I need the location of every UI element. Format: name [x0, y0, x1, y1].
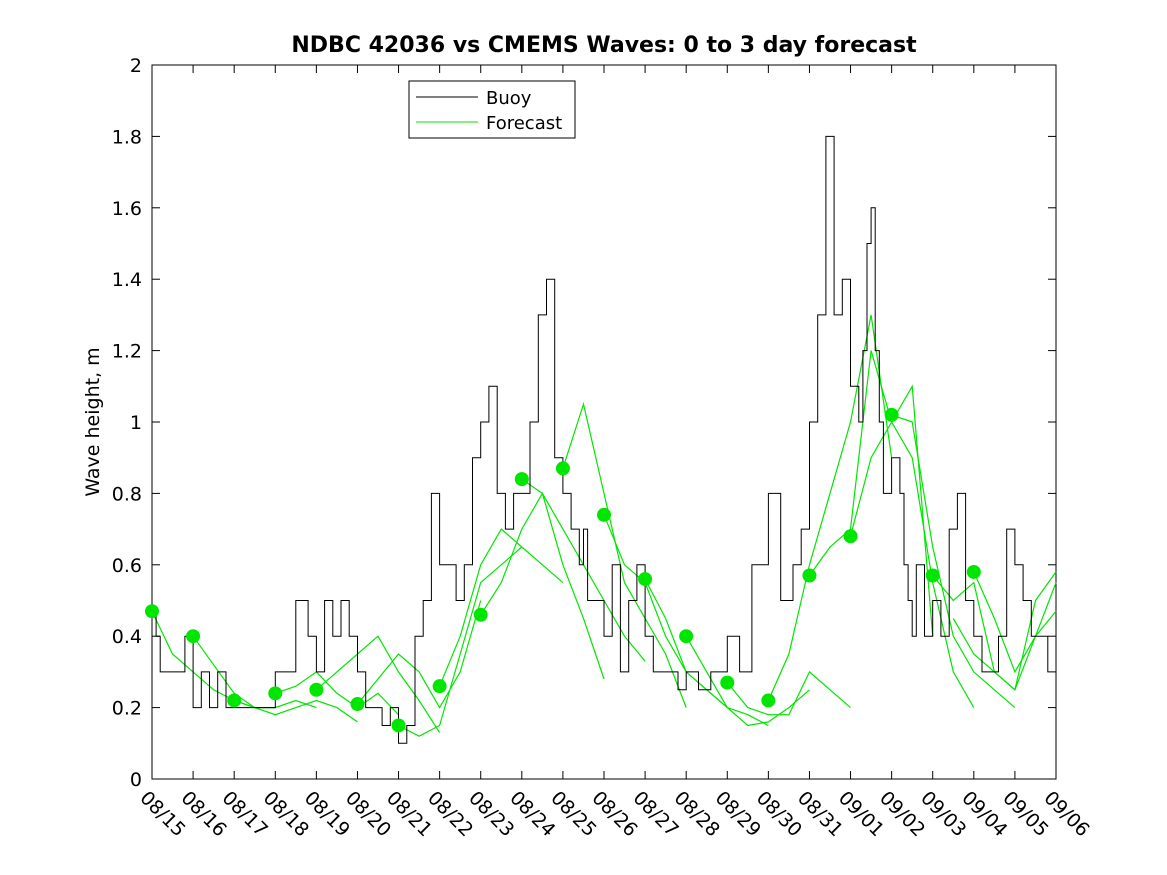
analysis-markers — [145, 407, 981, 733]
y-tick-label: 0.4 — [112, 626, 142, 648]
analysis-point-marker — [514, 472, 529, 487]
analysis-point-marker — [966, 564, 981, 579]
analysis-point-marker — [555, 461, 570, 476]
y-tick-label: 1 — [130, 412, 142, 434]
y-tick-label: 1.2 — [112, 341, 142, 363]
forecast-series-line — [357, 600, 482, 709]
forecast-series-line — [398, 546, 523, 737]
forecast-series-line — [316, 635, 441, 733]
y-tick-label: 0.8 — [112, 483, 142, 505]
analysis-point-marker — [638, 572, 653, 587]
analysis-point-marker — [145, 604, 159, 619]
legend-forecast-label: Forecast — [486, 113, 562, 134]
analysis-point-marker — [268, 686, 283, 701]
y-tick-label: 0.2 — [112, 698, 142, 720]
forecast-series-line — [726, 670, 851, 716]
analysis-point-marker — [350, 697, 365, 712]
analysis-point-marker — [473, 607, 488, 622]
y-tick-label: 0.6 — [112, 555, 142, 577]
y-tick-label: 2 — [130, 55, 142, 77]
forecast-series-line — [809, 350, 934, 637]
forecast-series-line — [952, 571, 1057, 691]
forecast-series-line — [685, 635, 810, 727]
chart-title: NDBC 42036 vs CMEMS Waves: 0 to 3 day fo… — [291, 33, 917, 58]
analysis-point-marker — [597, 507, 611, 522]
forecast-series-line — [439, 528, 564, 687]
y-tick-label: 1.8 — [112, 126, 142, 148]
analysis-point-marker — [884, 407, 899, 422]
y-axis-label: Wave height, m — [82, 347, 104, 496]
analysis-point-marker — [432, 679, 447, 694]
legend-buoy-label: Buoy — [486, 88, 532, 109]
y-tick-label: 0 — [130, 769, 142, 791]
buoy-series-line — [152, 135, 1057, 744]
analysis-point-marker — [186, 629, 201, 644]
analysis-point-marker — [925, 568, 940, 583]
y-tick-label: 1.6 — [112, 198, 142, 220]
legend: Buoy Forecast — [408, 80, 576, 139]
forecast-series-line — [275, 671, 399, 716]
analysis-point-marker — [309, 682, 324, 697]
analysis-point-marker — [227, 693, 242, 708]
analysis-point-marker — [720, 675, 735, 690]
forecast-series-line — [767, 314, 893, 701]
forecast-series-line — [849, 420, 975, 708]
y-tick-label: 1.4 — [112, 269, 142, 291]
analysis-point-marker — [391, 718, 406, 733]
analysis-point-marker — [843, 529, 858, 544]
analysis-point-marker — [802, 568, 817, 583]
series-group — [151, 135, 1057, 744]
forecast-series-line — [973, 571, 1057, 674]
analysis-point-marker — [761, 693, 776, 708]
forecast-series-line — [562, 401, 687, 708]
legend-box — [408, 80, 576, 139]
forecast-series-line — [891, 414, 1016, 709]
analysis-point-marker — [679, 629, 694, 644]
